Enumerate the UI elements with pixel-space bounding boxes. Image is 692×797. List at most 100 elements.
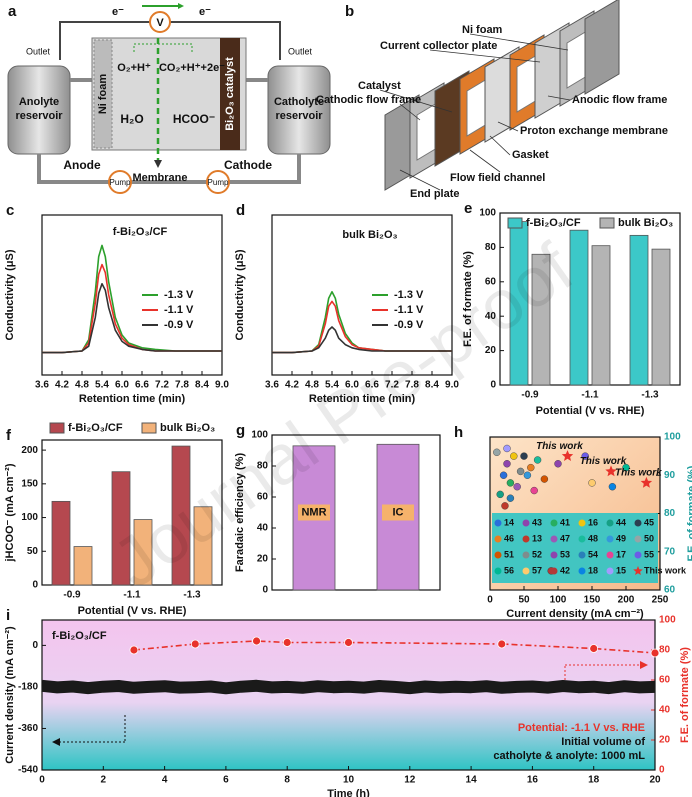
y-tick-label: 20	[485, 345, 497, 356]
line-series	[42, 263, 222, 354]
y-tick-label: -180	[18, 682, 38, 693]
y-tick-label: 100	[479, 208, 496, 219]
legend-swatch	[634, 519, 642, 527]
annotation: This work	[580, 456, 627, 467]
part-label: Cathodic flow frame	[316, 94, 421, 106]
point	[527, 463, 535, 472]
reservoir-label: reservoir	[275, 110, 323, 122]
y2-axis-label: F.E. of formate (%)	[679, 647, 691, 743]
legend-label: 43	[532, 517, 542, 527]
category-label: IC	[393, 506, 404, 518]
legend-swatch	[507, 217, 523, 229]
chart-title: bulk Bi₂O₃	[342, 229, 397, 241]
x-tick-label: -1.1	[123, 590, 141, 601]
x-tick-label: 4.2	[55, 380, 69, 391]
point	[520, 452, 528, 460]
legend-swatch	[494, 519, 502, 527]
y-tick-label: 0	[262, 585, 268, 596]
x-tick-label: 6.0	[115, 380, 129, 391]
leader-line	[399, 103, 421, 121]
arrow-head	[154, 160, 162, 168]
legend-label: 54	[588, 549, 598, 559]
y-axis-label: Current density (mA cm⁻²)	[4, 626, 16, 764]
point	[608, 483, 617, 491]
part-label: Current collector plate	[380, 40, 497, 52]
catalyst	[220, 38, 240, 150]
y-axis-label: jHCOO⁻ (mA cm⁻²)	[4, 463, 16, 562]
x-tick-label: 50	[518, 595, 530, 606]
y-tick-label: 80	[485, 242, 497, 253]
legend-label: -1.1 V	[394, 304, 424, 316]
outlet: Outlet	[288, 46, 313, 56]
bar	[111, 471, 131, 586]
panel-letter: d	[236, 202, 245, 219]
y-tick-label: 80	[257, 461, 269, 472]
point	[581, 452, 589, 460]
x-tick-label: -1.1	[581, 390, 599, 401]
legend-swatch	[550, 567, 558, 575]
leader-line	[497, 121, 519, 132]
x-tick-label: 200	[618, 595, 635, 606]
bar	[531, 253, 551, 386]
x-tick-label: 0	[39, 775, 45, 786]
x-tick-label: 7.8	[175, 380, 189, 391]
y2-tick-label: 40	[659, 705, 671, 716]
y2-tick-label: 100	[659, 615, 676, 626]
plot-frame	[41, 619, 656, 771]
bar	[591, 245, 611, 386]
x-axis-label: Current density (mA cm⁻²)	[506, 608, 644, 620]
part-label: Gasket	[512, 149, 549, 161]
electrode-label: Anode	[63, 158, 101, 172]
y-axis-label: Conductivity (μS)	[4, 249, 16, 340]
category-badge	[382, 504, 414, 521]
legend-label: 51	[504, 549, 514, 559]
plot-frame	[41, 214, 223, 376]
point	[190, 639, 200, 649]
arrow-head	[178, 3, 184, 9]
proton-path	[133, 43, 193, 52]
part-label: Catalyst	[358, 80, 401, 92]
y-tick-label: 70	[664, 546, 676, 557]
legend-label: -1.1 V	[164, 304, 194, 316]
legend-swatch	[522, 567, 530, 575]
legend-swatch	[141, 422, 157, 434]
point	[499, 471, 508, 479]
x-tick-label: 20	[649, 775, 661, 786]
annotation: Initial volume of	[561, 736, 645, 748]
legend-swatch	[49, 422, 65, 434]
legend-label: 14	[504, 517, 514, 527]
y-tick-label: 0	[32, 580, 38, 591]
x-axis-label: Time (h)	[327, 788, 370, 797]
x-tick-label: 10	[343, 775, 355, 786]
product: HCOO⁻	[173, 112, 215, 126]
x-tick-label: 4.8	[75, 380, 89, 391]
x-tick-label: 3.6	[265, 380, 279, 391]
point	[503, 444, 511, 453]
voltmeter-label: V	[156, 17, 164, 29]
point	[530, 486, 538, 495]
x-tick-label: 250	[652, 595, 669, 606]
legend-label: -1.3 V	[164, 289, 194, 301]
legend-swatch	[550, 519, 558, 527]
y-tick-label: -540	[18, 765, 38, 776]
legend-swatch	[634, 535, 642, 543]
part-label: Proton exchange membrane	[520, 125, 668, 137]
x-tick-label: -1.3	[183, 590, 201, 601]
x-tick-label: 150	[584, 595, 601, 606]
point	[533, 456, 542, 464]
y-tick-label: 100	[664, 432, 681, 443]
electron: e⁻	[199, 6, 211, 18]
membrane-label: Membrane	[132, 172, 187, 184]
y2-tick-label: 60	[659, 675, 671, 686]
y-tick-label: -360	[18, 723, 38, 734]
x-tick-label: 6.6	[365, 380, 379, 391]
point	[622, 463, 630, 472]
legend-swatch	[606, 551, 614, 559]
legend-label: 55	[644, 549, 654, 559]
bar	[651, 248, 671, 386]
x-axis-label: Potential (V vs. RHE)	[536, 405, 645, 417]
leader-line	[469, 149, 501, 173]
catalyst-label: Bi₂O₃ catalyst	[224, 57, 236, 131]
x-tick-label: 2	[101, 775, 107, 786]
plot-frame	[499, 212, 681, 386]
